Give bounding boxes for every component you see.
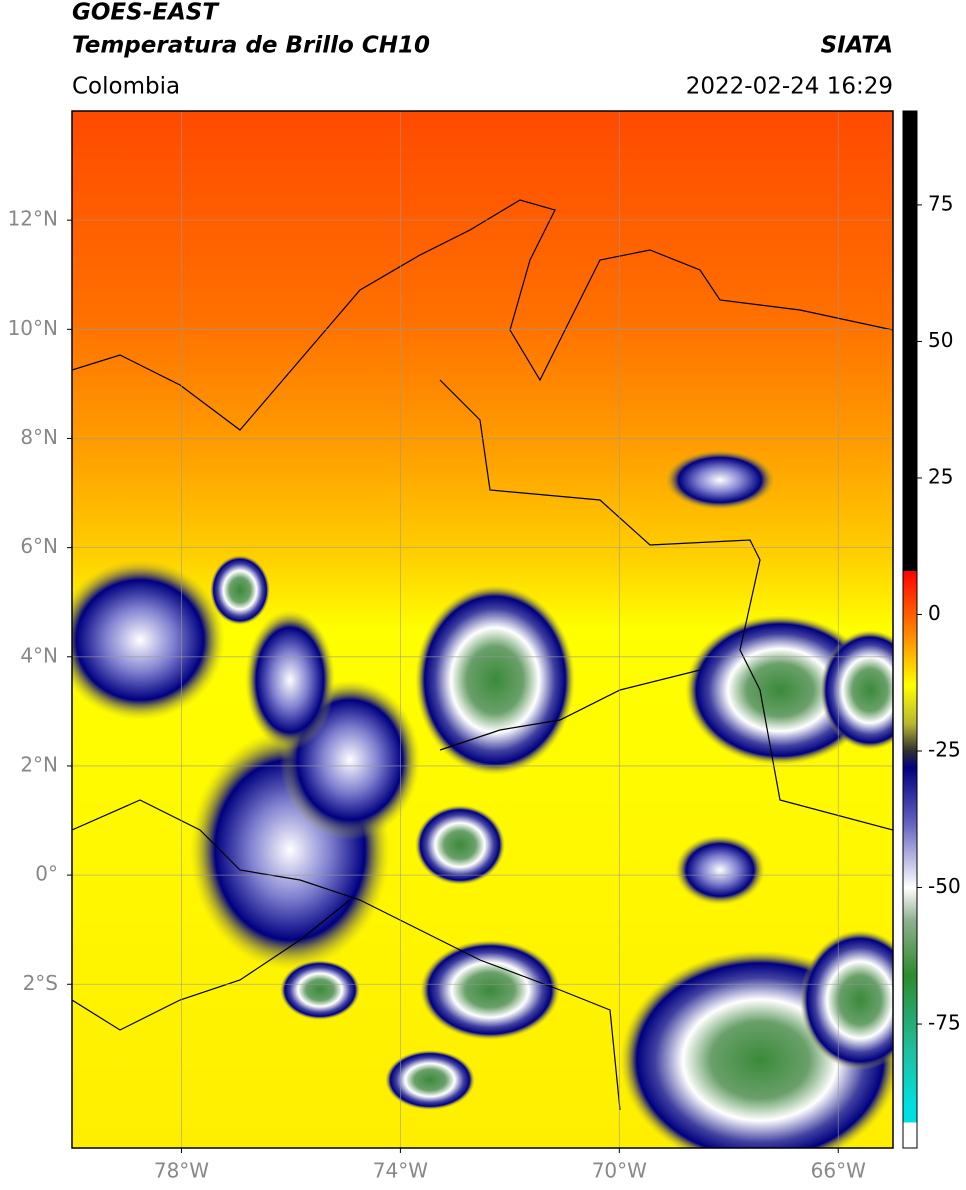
title: GOES-EAST xyxy=(72,0,220,26)
border xyxy=(72,899,351,1031)
cloud xyxy=(210,555,270,625)
source: SIATA xyxy=(821,33,893,59)
colorbar-tick-label: 0 xyxy=(928,601,941,625)
colorbar-tick-label: 50 xyxy=(928,328,953,352)
cloud xyxy=(420,940,560,1040)
colorbar xyxy=(902,110,918,1149)
cloud xyxy=(415,805,505,885)
cloud xyxy=(675,835,765,905)
lon-tick-label: 78°W xyxy=(154,1159,209,1183)
colorbar-tick-label: 25 xyxy=(928,464,953,488)
coastline xyxy=(72,199,893,431)
cloud xyxy=(72,560,225,720)
cloud xyxy=(385,1050,475,1110)
cloud xyxy=(685,615,875,765)
lat-tick-label: 2°N xyxy=(20,752,58,776)
lat-tick-label: 0° xyxy=(35,862,58,886)
lon-tick-label: 66°W xyxy=(811,1159,866,1183)
lat-tick-label: 12°N xyxy=(8,207,58,231)
lat-tick-label: 6°N xyxy=(20,534,58,558)
subtitle: Temperatura de Brillo CH10 xyxy=(72,33,430,59)
cloud xyxy=(245,610,335,750)
river xyxy=(439,669,701,751)
cloud xyxy=(800,930,893,1070)
lon-tick-label: 74°W xyxy=(373,1159,428,1183)
region: Colombia xyxy=(72,74,180,100)
cloud xyxy=(280,960,360,1020)
datetime: 2022-02-24 16:29 xyxy=(686,74,893,100)
border xyxy=(72,799,621,1111)
lon-tick-label: 70°W xyxy=(592,1159,647,1183)
grid xyxy=(72,111,893,1148)
colorbar-tick-label: -25 xyxy=(928,738,961,762)
lat-tick-label: 4°N xyxy=(20,643,58,667)
cloud xyxy=(415,585,575,775)
map-frame xyxy=(71,110,894,1149)
colorbar-tick-label: 75 xyxy=(928,191,953,215)
satellite-image xyxy=(72,111,893,1148)
cloud xyxy=(665,450,775,510)
lat-tick-label: 8°N xyxy=(20,425,58,449)
colorbar-tick-label: -75 xyxy=(928,1011,961,1035)
lat-tick-label: 2°S xyxy=(23,971,58,995)
colorbar-tick-label: -50 xyxy=(928,874,961,898)
border xyxy=(439,379,893,831)
lat-tick-label: 10°N xyxy=(8,316,58,340)
